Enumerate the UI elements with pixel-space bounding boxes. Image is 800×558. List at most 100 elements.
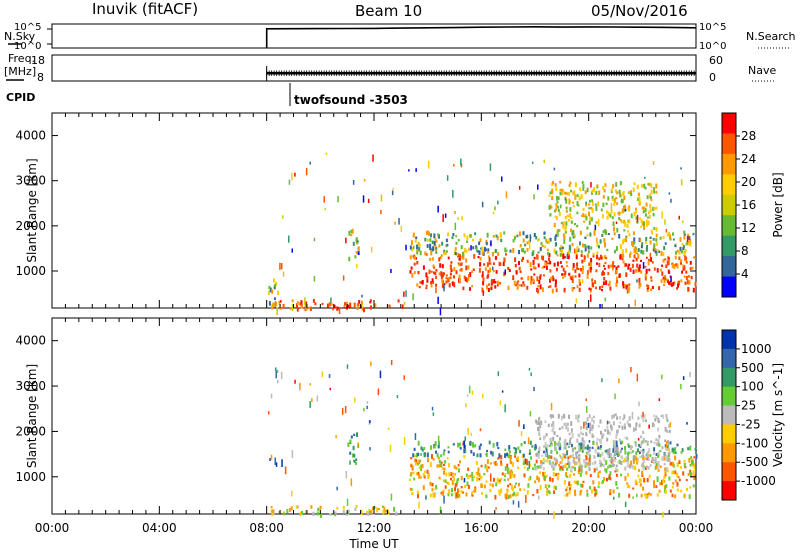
data-cell bbox=[435, 275, 438, 280]
data-cell bbox=[471, 270, 474, 273]
data-cell bbox=[619, 415, 622, 420]
data-speckle bbox=[523, 424, 525, 430]
data-cell bbox=[645, 271, 648, 274]
data-cell bbox=[582, 442, 585, 447]
data-cell bbox=[491, 483, 494, 488]
data-cell bbox=[662, 236, 665, 239]
y-tick-label: 1000 bbox=[15, 264, 46, 278]
data-cell bbox=[531, 445, 534, 448]
data-cell bbox=[660, 250, 663, 256]
data-speckle bbox=[363, 179, 366, 182]
data-speckle bbox=[367, 198, 370, 203]
data-cell bbox=[485, 241, 488, 246]
data-cell bbox=[612, 463, 615, 467]
data-cell bbox=[637, 197, 640, 202]
data-speckle bbox=[668, 192, 671, 195]
data-cell bbox=[578, 196, 581, 201]
data-cell bbox=[588, 454, 591, 459]
data-cell bbox=[576, 266, 579, 270]
data-cell bbox=[593, 231, 596, 236]
data-cell bbox=[689, 486, 692, 489]
data-cell bbox=[642, 430, 645, 434]
data-cell bbox=[608, 280, 611, 286]
data-cell bbox=[680, 489, 683, 493]
data-cell bbox=[574, 447, 577, 450]
data-cell bbox=[553, 441, 556, 446]
data-cell bbox=[570, 216, 573, 219]
data-cell bbox=[465, 265, 468, 271]
data-cell bbox=[621, 440, 624, 444]
data-cell bbox=[622, 418, 625, 421]
data-cell bbox=[422, 485, 425, 491]
data-cell bbox=[469, 474, 472, 478]
data-cell bbox=[286, 509, 289, 514]
data-cell bbox=[466, 278, 469, 283]
data-cell bbox=[616, 280, 619, 284]
data-cell bbox=[664, 275, 667, 278]
data-cell bbox=[619, 449, 622, 453]
data-cell bbox=[668, 476, 671, 481]
data-cell bbox=[596, 262, 598, 265]
data-speckle bbox=[405, 290, 407, 297]
data-cell bbox=[571, 453, 574, 458]
data-cell bbox=[535, 466, 538, 471]
data-cell bbox=[598, 245, 600, 249]
data-cell bbox=[588, 430, 591, 434]
data-cell bbox=[648, 258, 650, 262]
data-cell bbox=[616, 202, 619, 205]
data-cell bbox=[602, 264, 605, 268]
data-cell bbox=[587, 452, 590, 455]
data-cell bbox=[532, 278, 535, 283]
data-cell bbox=[489, 262, 492, 265]
data-cell bbox=[417, 242, 420, 246]
data-cell bbox=[625, 235, 628, 239]
data-cell bbox=[629, 253, 631, 258]
data-cell bbox=[611, 195, 614, 199]
data-cell bbox=[435, 247, 438, 250]
data-cell bbox=[607, 272, 610, 276]
data-cell bbox=[593, 486, 596, 492]
data-cell bbox=[409, 245, 412, 250]
data-cell bbox=[583, 215, 586, 218]
data-cell bbox=[586, 274, 589, 279]
data-cell bbox=[578, 454, 581, 457]
data-cell bbox=[507, 285, 510, 291]
data-speckle bbox=[574, 194, 576, 197]
data-cell bbox=[676, 488, 679, 492]
data-cell bbox=[444, 485, 447, 489]
nsearch-top-tick: 10^5 bbox=[699, 22, 726, 33]
data-cell bbox=[465, 473, 468, 477]
data-cell bbox=[305, 303, 308, 308]
data-speckle bbox=[492, 211, 495, 215]
data-cell bbox=[500, 238, 503, 243]
data-speckle bbox=[471, 390, 474, 395]
data-cell bbox=[282, 511, 285, 514]
data-speckle bbox=[596, 237, 598, 243]
data-cell bbox=[667, 260, 670, 265]
data-cell bbox=[640, 244, 643, 249]
data-cell bbox=[455, 270, 458, 275]
data-cell bbox=[566, 442, 569, 446]
data-cell bbox=[481, 484, 483, 488]
data-cell bbox=[418, 246, 421, 252]
data-cell bbox=[548, 257, 550, 261]
data-cell bbox=[414, 239, 417, 243]
data-cell bbox=[597, 452, 600, 457]
data-cell bbox=[535, 419, 538, 424]
data-cell bbox=[688, 280, 691, 285]
data-cell bbox=[581, 259, 584, 264]
data-cell bbox=[650, 198, 653, 202]
data-cell bbox=[682, 245, 685, 249]
data-cell bbox=[541, 287, 544, 292]
data-cell bbox=[653, 441, 656, 444]
data-cell bbox=[508, 445, 511, 450]
data-cell bbox=[606, 425, 609, 430]
data-cell bbox=[492, 235, 495, 238]
data-cell bbox=[619, 244, 622, 249]
data-cell bbox=[429, 493, 432, 498]
data-cell bbox=[330, 303, 333, 306]
data-cell bbox=[589, 426, 592, 431]
data-cell bbox=[575, 249, 578, 255]
y-axis-label: Slant Range [km] bbox=[25, 158, 39, 262]
data-cell bbox=[563, 239, 566, 244]
